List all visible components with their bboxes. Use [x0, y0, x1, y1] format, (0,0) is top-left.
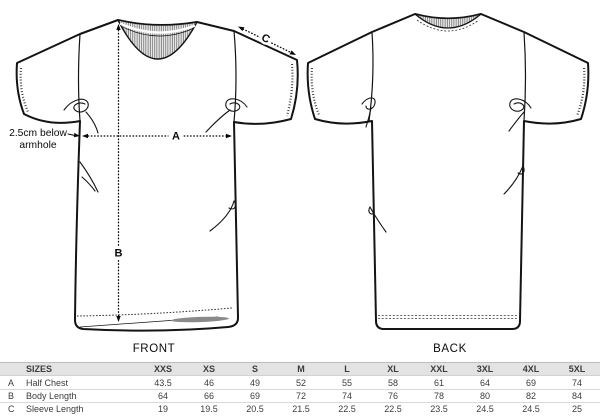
arrowhead-b-bottom [116, 316, 121, 322]
arrowhead-a-right [226, 133, 232, 139]
armhole-annotation-line2: armhole [19, 139, 57, 151]
size-column-header: 5XL [554, 361, 600, 377]
front-collar-seam-line [120, 25, 195, 37]
measure-value-cell: 76 [370, 389, 416, 404]
measure-value-cell: 24.5 [508, 402, 554, 416]
front-shirt-drawing: A B C [15, 19, 299, 332]
size-column-header: XL [370, 361, 416, 377]
back-outline [306, 13, 590, 330]
arrowhead-c-top [238, 26, 245, 32]
measure-line-b: B [111, 24, 126, 322]
measure-value-cell: 69 [508, 375, 554, 390]
measure-value-cell: 19 [140, 402, 186, 416]
measure-value-cell: 20.5 [232, 402, 278, 416]
measure-value-cell: 78 [416, 389, 462, 404]
measure-value-cell: 72 [278, 389, 324, 404]
table-row: B Body Length 64 66 69 72 74 76 78 80 82 84 [0, 389, 600, 404]
measure-name-cell: Half Chest [26, 375, 140, 390]
back-sleeve-stitch-left [310, 67, 321, 116]
armhole-annotation-line1: 2.5cm below [9, 128, 67, 139]
tshirt-diagram: A B C [15, 13, 590, 332]
measure-name-cell: Sleeve Length [26, 402, 140, 416]
measure-value-cell: 23.5 [416, 402, 462, 416]
measure-letter-cell: C [0, 402, 26, 416]
measure-value-cell: 74 [324, 389, 370, 404]
measure-name-cell: Body Length [26, 389, 140, 404]
back-view-label: BACK [433, 343, 467, 355]
size-column-header: L [324, 361, 370, 377]
size-column-header: 4XL [508, 361, 554, 377]
measure-value-cell: 46 [186, 375, 232, 390]
measure-label-a: A [172, 131, 180, 143]
size-table-header-row: SIZES XXS XS S M L XL XXL 3XL 4XL 5XL [0, 361, 600, 377]
table-row: A Half Chest 43.5 46 49 52 55 58 61 64 69 74 [0, 375, 600, 390]
front-view-label: FRONT [132, 343, 176, 355]
size-column-header: S [232, 361, 278, 377]
measure-letter-cell: A [0, 375, 26, 390]
front-outline [15, 19, 299, 332]
measure-value-cell: 74 [554, 375, 600, 390]
measure-label-b: B [115, 248, 123, 260]
arrowhead-note [73, 132, 80, 138]
measure-value-cell: 64 [140, 389, 186, 404]
measure-value-cell: 22.5 [370, 402, 416, 416]
back-shirt-drawing [306, 13, 590, 330]
measure-value-cell: 55 [324, 375, 370, 390]
back-sleeve-stitch-right [575, 67, 586, 117]
front-sleeve-stitch-left [19, 67, 30, 113]
arrowhead-c-bottom [289, 50, 296, 55]
measure-value-cell: 49 [232, 375, 278, 390]
front-armhole-seam-left [77, 33, 81, 122]
back-armhole-seam-right [523, 31, 527, 122]
measure-value-cell: 43.5 [140, 375, 186, 390]
back-collar-stitch [416, 19, 480, 32]
measure-value-cell: 64 [462, 375, 508, 390]
measure-value-cell: 84 [554, 389, 600, 404]
armhole-annotation: 2.5cm below armhole [5, 128, 71, 151]
arrowhead-a-left [82, 133, 88, 139]
measure-letter-cell: B [0, 389, 26, 404]
front-hem-shadow [171, 316, 229, 323]
front-hem-stitch [76, 307, 233, 317]
size-table: SIZES XXS XS S M L XL XXL 3XL 4XL 5XL A Half Chest… [0, 361, 600, 416]
table-row: C Sleeve Length 19 19.5 20.5 21.5 22.5 22.5 23.5… [0, 402, 600, 416]
size-column-header: XXL [416, 361, 462, 377]
armhole-note-arrow [67, 132, 80, 138]
sizes-header: SIZES [26, 361, 140, 377]
measure-value-cell: 25 [554, 402, 600, 416]
measure-value-cell: 58 [370, 375, 416, 390]
letter-column-header [0, 361, 26, 377]
measure-value-cell: 22.5 [324, 402, 370, 416]
measure-line-a: A [82, 129, 232, 143]
measure-value-cell: 82 [508, 389, 554, 404]
front-armhole-seam-right [233, 30, 237, 123]
measure-value-cell: 61 [416, 375, 462, 390]
measure-value-cell: 19.5 [186, 402, 232, 416]
front-collar-seam-gap [119, 22, 196, 34]
measure-value-cell: 52 [278, 375, 324, 390]
back-wrinkles [361, 97, 532, 233]
size-column-header: M [278, 361, 324, 377]
arrowhead-b-top [116, 24, 121, 30]
back-collar-band [414, 13, 482, 29]
front-wrinkles [63, 98, 248, 232]
size-column-header: XXS [140, 361, 186, 377]
measure-value-cell: 66 [186, 389, 232, 404]
measure-value-cell: 69 [232, 389, 278, 404]
measure-value-cell: 24.5 [462, 402, 508, 416]
size-table-body: A Half Chest 43.5 46 49 52 55 58 61 64 69 74 B Body L… [0, 375, 600, 416]
measure-value-cell: 80 [462, 389, 508, 404]
measure-value-cell: 21.5 [278, 402, 324, 416]
size-column-header: 3XL [462, 361, 508, 377]
size-column-header: XS [186, 361, 232, 377]
